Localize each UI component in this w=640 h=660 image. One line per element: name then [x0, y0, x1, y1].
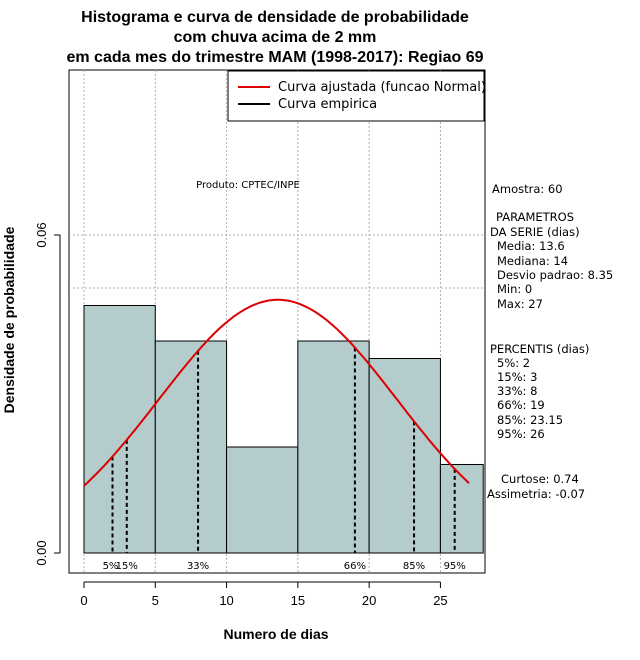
chart-title-line-1: Histograma e curva de densidade de proba…: [81, 9, 469, 26]
histogram-bar-2: [226, 446, 299, 554]
assimetria: Assimetria: -0.07: [487, 487, 585, 501]
y-tick-label-0: 0.00: [34, 540, 49, 565]
percentil-15: 15%: 3: [497, 370, 537, 384]
normal-curve-line: [83, 298, 470, 487]
legend-box: [227, 70, 485, 122]
param-min: Min: 0: [497, 282, 532, 296]
x-tick-label-1: 5: [152, 593, 159, 608]
percentile-label-1: 15%: [116, 561, 138, 572]
x-tick-label-4: 20: [362, 593, 376, 608]
curtose: Curtose: 0.74: [501, 472, 579, 486]
percentil-5: 5%: 2: [497, 356, 530, 370]
product-annotation: Produto: CPTEC/INPE: [196, 180, 300, 191]
percentil-95: 95%: 26: [497, 427, 545, 441]
percentile-label-3: 66%: [344, 561, 366, 572]
x-axis-label: Numero de dias: [223, 626, 328, 642]
params-title-2: DA SERIE (dias): [490, 225, 580, 239]
param-max: Max: 27: [497, 297, 543, 311]
grid-lines: [69, 70, 485, 573]
percentile-label-4: 85%: [403, 561, 425, 572]
percentil-33: 33%: 8: [497, 384, 537, 398]
chart-title-line-3: em cada mes do trimestre MAM (1998-2017)…: [66, 49, 483, 66]
axes: 0 5 10 15 20 25 0.00 0.06: [34, 222, 448, 608]
percentis-title: PERCENTIS (dias): [490, 342, 589, 356]
histogram-bar-5: [439, 463, 484, 554]
legend-label-empirica: Curva empirica: [278, 97, 377, 112]
percentil-85: 85%: 23.15: [497, 413, 563, 427]
legend-label-normal: Curva ajustada (funcao Normal): [278, 80, 486, 95]
params-title-1: PARAMETROS: [496, 210, 574, 224]
percentile-label-2: 33%: [187, 561, 209, 572]
param-media: Media: 13.6: [497, 239, 565, 253]
statistics-panel: Amostra: 60 PARAMETROS DA SERIE (dias) M…: [487, 182, 613, 501]
percentile-label-0: 5%: [103, 561, 119, 572]
y-axis-label: Densidade de probabilidade: [1, 226, 17, 413]
percentile-label-5: 95%: [444, 561, 466, 572]
histogram-bar-3: [297, 340, 370, 554]
percentil-66: 66%: 19: [497, 398, 545, 412]
chart-title-line-2: com chuva acima de 2 mm: [174, 29, 377, 46]
y-tick-label-1: 0.06: [34, 222, 49, 247]
x-tick-label-3: 15: [291, 593, 305, 608]
x-tick-label-5: 25: [433, 593, 447, 608]
plot-area: [68, 69, 486, 574]
x-tick-label-2: 10: [219, 593, 233, 608]
percentile-markers: 5%15% 33% 66% 85% 95%: [103, 347, 466, 572]
x-tick-label-0: 0: [80, 593, 87, 608]
legend: Curva ajustada (funcao Normal) Curva emp…: [227, 70, 486, 122]
histogram-bar-0: [83, 304, 156, 554]
histogram-bars: [83, 304, 484, 554]
sample-size: Amostra: 60: [492, 182, 563, 196]
param-mediana: Mediana: 14: [497, 254, 568, 268]
histogram-bar-1: [154, 340, 228, 554]
histogram-bar-4: [368, 357, 441, 554]
param-desvio: Desvio padrao: 8.35: [497, 268, 613, 282]
